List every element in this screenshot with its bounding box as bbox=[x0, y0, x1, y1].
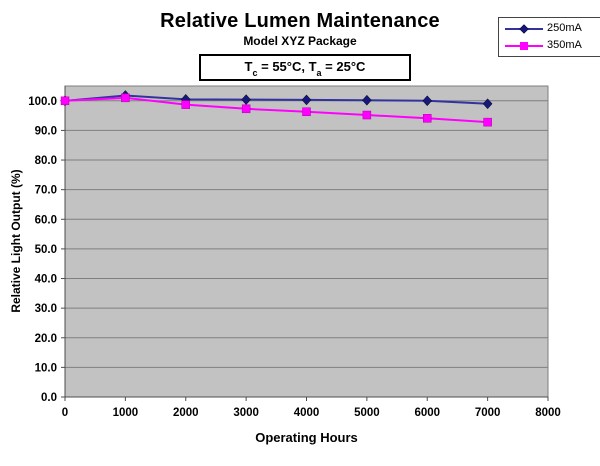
series-line bbox=[64, 94, 488, 105]
data-point-marker bbox=[121, 93, 130, 103]
legend: 250mA 350mA bbox=[498, 17, 600, 57]
data-point-marker bbox=[362, 110, 372, 120]
legend-marker-square-icon bbox=[505, 41, 543, 50]
plot-background bbox=[64, 85, 549, 398]
y-tick-label: 0.0 bbox=[41, 392, 57, 404]
series-350mA bbox=[60, 93, 492, 127]
legend-marker-diamond-icon bbox=[505, 23, 543, 34]
data-point-marker bbox=[181, 100, 190, 109]
data-point-marker bbox=[301, 94, 312, 106]
x-tick-label: 4000 bbox=[294, 407, 320, 419]
x-tick-label: 7000 bbox=[475, 407, 501, 419]
x-tick-label: 2000 bbox=[173, 407, 199, 419]
data-point-marker bbox=[241, 104, 251, 114]
y-tick-label: 20.0 bbox=[35, 333, 57, 345]
annotation-text: Tc = 55°C, Ta = 25°C bbox=[244, 58, 366, 79]
x-tick-label: 3000 bbox=[233, 407, 259, 419]
diamond-icon bbox=[519, 23, 529, 34]
annotation-box: Tc = 55°C, Ta = 25°C bbox=[199, 54, 411, 81]
data-point-marker bbox=[483, 117, 492, 127]
y-tick-label: 30.0 bbox=[35, 303, 57, 315]
x-axis-title: Operating Hours bbox=[255, 430, 358, 445]
x-tick-label: 8000 bbox=[535, 407, 561, 419]
legend-item: 350mA bbox=[504, 38, 600, 53]
data-point-marker bbox=[362, 94, 372, 106]
y-tick-label: 40.0 bbox=[35, 274, 57, 286]
data-point-marker bbox=[60, 96, 70, 106]
series-line bbox=[64, 96, 488, 124]
legend-label: 250mA bbox=[547, 22, 582, 34]
data-point-marker bbox=[423, 114, 432, 123]
x-tick-label: 1000 bbox=[113, 407, 139, 419]
y-tick-label: 100.0 bbox=[28, 96, 57, 108]
x-tick-label: 0 bbox=[62, 407, 68, 419]
chart-title: Relative Lumen Maintenance bbox=[160, 10, 440, 32]
y-tick-label: 70.0 bbox=[35, 185, 57, 197]
legend-label: 350mA bbox=[547, 39, 582, 51]
y-tick-label: 50.0 bbox=[35, 244, 57, 256]
x-tick-label: 5000 bbox=[354, 407, 380, 419]
data-point-marker bbox=[302, 107, 311, 117]
y-tick-label: 80.0 bbox=[35, 155, 57, 167]
legend-item: 250mA bbox=[504, 21, 600, 36]
data-point-marker bbox=[422, 95, 433, 107]
y-tick-label: 10.0 bbox=[35, 362, 57, 374]
y-tick-label: 90.0 bbox=[35, 125, 57, 137]
chart-subtitle: Model XYZ Package bbox=[243, 34, 357, 48]
square-icon bbox=[520, 41, 528, 50]
data-point-marker bbox=[482, 98, 493, 110]
x-tick-label: 6000 bbox=[414, 407, 440, 419]
y-tick-label: 60.0 bbox=[35, 214, 57, 226]
